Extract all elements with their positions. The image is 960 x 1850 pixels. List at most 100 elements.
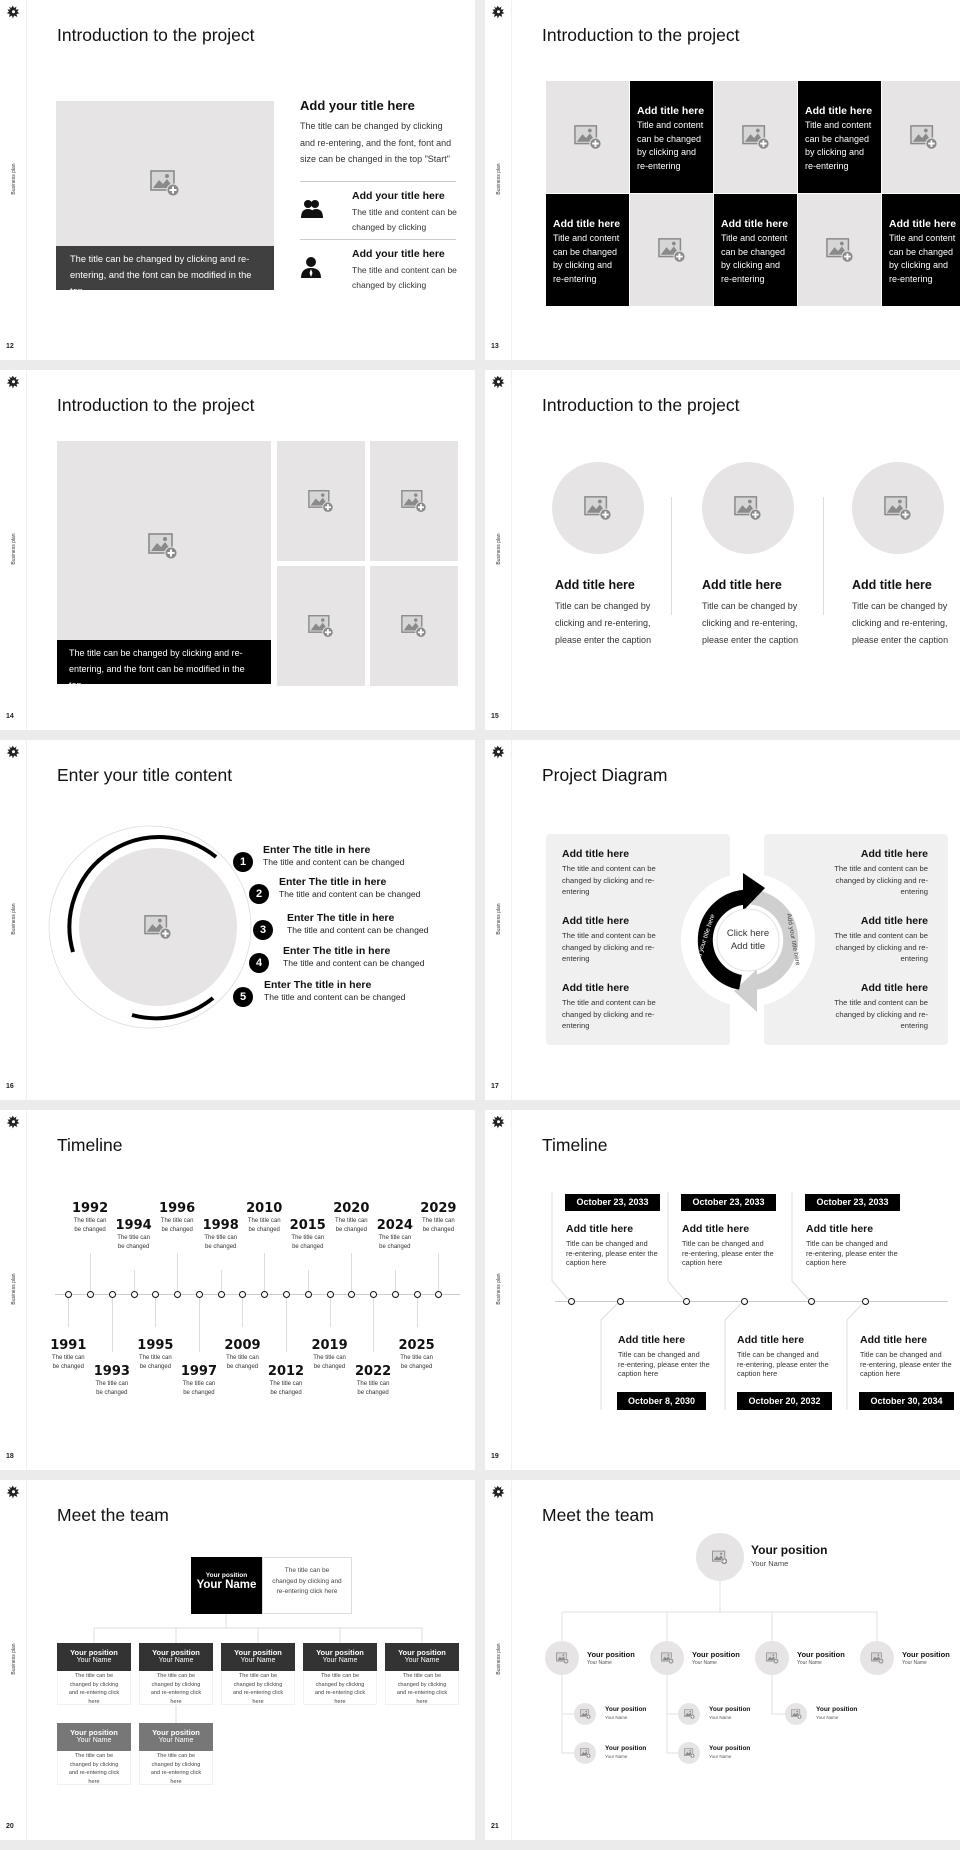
member-header[interactable]: Your position Your Name bbox=[139, 1643, 213, 1671]
slide-title[interactable]: Project Diagram bbox=[542, 765, 668, 785]
image-placeholder-icon[interactable] bbox=[871, 1652, 884, 1664]
text-tile[interactable]: Add title here Title and content can be c… bbox=[630, 81, 713, 193]
slide-13[interactable]: Business plan 13 Introduction to the proje… bbox=[485, 0, 960, 360]
text-tile[interactable]: Add title here Title and content can be c… bbox=[546, 194, 629, 306]
timeline-dot[interactable] bbox=[348, 1291, 356, 1298]
slide-title[interactable]: Timeline bbox=[542, 1135, 608, 1155]
slide-sidebar: Business plan 15 bbox=[485, 370, 512, 730]
date-badge: October 23, 2033 bbox=[805, 1194, 900, 1211]
slide-17[interactable]: Business plan 17 Project Diagram Click here… bbox=[485, 740, 960, 1100]
slide-20[interactable]: Business plan 20 Meet the team Your positio… bbox=[0, 1480, 475, 1840]
image-placeholder-icon[interactable] bbox=[791, 1709, 802, 1719]
text-tile[interactable]: Add title here Title and content can be c… bbox=[882, 194, 960, 306]
member-header[interactable]: Your position Your Name bbox=[57, 1643, 131, 1671]
event-year: 1996 bbox=[159, 1201, 196, 1216]
image-placeholder-icon[interactable] bbox=[734, 495, 762, 521]
timeline-dot[interactable] bbox=[130, 1291, 138, 1298]
image-placeholder-icon[interactable] bbox=[684, 1748, 695, 1758]
timeline-dot[interactable] bbox=[195, 1291, 203, 1298]
image-placeholder-icon[interactable] bbox=[766, 1652, 779, 1664]
date-badge: October 20, 2032 bbox=[737, 1392, 832, 1410]
image-placeholder-icon[interactable] bbox=[580, 1748, 591, 1758]
member-position: Your position bbox=[797, 1650, 845, 1659]
member-header[interactable]: Your position Your Name bbox=[139, 1723, 213, 1751]
slide-14[interactable]: Business plan 14 Introduction to the proje… bbox=[0, 370, 475, 730]
slide-title[interactable]: Introduction to the project bbox=[542, 395, 740, 415]
org-connectors bbox=[0, 1480, 475, 1840]
timeline-dot[interactable] bbox=[617, 1298, 624, 1305]
timeline-dot[interactable] bbox=[304, 1291, 312, 1298]
image-placeholder-icon[interactable] bbox=[150, 169, 180, 197]
member-position: Your position bbox=[816, 1706, 858, 1713]
timeline-dot[interactable] bbox=[370, 1291, 378, 1298]
image-placeholder-icon[interactable] bbox=[580, 1709, 591, 1719]
text-tile[interactable]: Add title here Title and content can be c… bbox=[798, 81, 881, 193]
image-placeholder-icon[interactable] bbox=[574, 124, 602, 150]
column-text: Title can be changed by clicking and re-… bbox=[852, 601, 949, 645]
slide-12[interactable]: Business plan 12 Introduction to the proje… bbox=[0, 0, 475, 360]
timeline-dot[interactable] bbox=[152, 1291, 160, 1298]
timeline-dot[interactable] bbox=[174, 1291, 182, 1298]
number-badge: 3 bbox=[253, 920, 273, 940]
member-header[interactable]: Your position Your Name bbox=[303, 1643, 377, 1671]
image-placeholder-icon[interactable] bbox=[401, 489, 427, 513]
slide-title[interactable]: Introduction to the project bbox=[57, 25, 255, 45]
image-placeholder-icon[interactable] bbox=[884, 495, 912, 521]
image-placeholder-icon[interactable] bbox=[401, 614, 427, 638]
image-placeholder-icon[interactable] bbox=[742, 124, 770, 150]
image-placeholder-icon[interactable] bbox=[684, 1709, 695, 1719]
timeline-dot[interactable] bbox=[239, 1291, 247, 1298]
image-placeholder-icon[interactable] bbox=[910, 124, 938, 150]
event-text: The title can be changed bbox=[139, 1355, 172, 1370]
slide-16[interactable]: Business plan 16 Enter your title content 1… bbox=[0, 740, 475, 1100]
image-placeholder-icon[interactable] bbox=[148, 532, 178, 560]
slide-title[interactable]: Meet the team bbox=[57, 1505, 169, 1525]
slide-18[interactable]: Business plan 18 Timeline 1991 The title can… bbox=[0, 1110, 475, 1470]
tile-text: Title and content can be changed by clic… bbox=[889, 233, 956, 284]
image-placeholder-icon[interactable] bbox=[661, 1652, 674, 1664]
slide-title[interactable]: Enter your title content bbox=[57, 765, 233, 785]
slide-title[interactable]: Introduction to the project bbox=[542, 25, 740, 45]
timeline-dot[interactable] bbox=[740, 1298, 748, 1305]
timeline-dot[interactable] bbox=[283, 1291, 290, 1298]
timeline-dot[interactable] bbox=[87, 1291, 95, 1298]
image-placeholder-icon[interactable] bbox=[712, 1550, 728, 1565]
member-position: Your position bbox=[692, 1650, 740, 1659]
slide-19[interactable]: Business plan 19 Timeline October 23, 2033 A… bbox=[485, 1110, 960, 1470]
timeline-dot[interactable] bbox=[65, 1291, 73, 1298]
member-header[interactable]: Your position Your Name bbox=[221, 1643, 295, 1671]
timeline-dot[interactable] bbox=[217, 1291, 225, 1298]
image-placeholder-icon[interactable] bbox=[556, 1652, 569, 1664]
timeline-dot[interactable] bbox=[326, 1291, 334, 1298]
slide-sidebar: Business plan 18 bbox=[0, 1110, 27, 1470]
timeline-dot[interactable] bbox=[413, 1291, 421, 1298]
member-header[interactable]: Your position Your Name bbox=[57, 1723, 131, 1751]
timeline-dot[interactable] bbox=[683, 1298, 691, 1305]
timeline-dot[interactable] bbox=[261, 1291, 269, 1298]
image-placeholder-icon[interactable] bbox=[308, 489, 334, 513]
member-header[interactable]: Your position Your Name bbox=[385, 1643, 459, 1671]
image-placeholder-icon[interactable] bbox=[826, 237, 854, 263]
slide-title[interactable]: Introduction to the project bbox=[57, 395, 255, 415]
slide-15[interactable]: Business plan 15 Introduction to the proje… bbox=[485, 370, 960, 730]
slide-title[interactable]: Meet the team bbox=[542, 1505, 654, 1525]
slide-title[interactable]: Timeline bbox=[57, 1135, 123, 1155]
lead-card[interactable]: Your position Your Name bbox=[191, 1557, 262, 1614]
section-body: The title can be changed by clicking and… bbox=[300, 121, 452, 165]
image-placeholder-icon[interactable] bbox=[308, 614, 334, 638]
timeline-dot[interactable] bbox=[808, 1298, 815, 1305]
text-tile[interactable]: Add title here Title and content can be c… bbox=[714, 194, 797, 306]
timeline-dot[interactable] bbox=[435, 1291, 443, 1298]
image-placeholder-icon[interactable] bbox=[144, 914, 172, 940]
timeline-dot[interactable] bbox=[391, 1291, 399, 1298]
timeline-dot[interactable] bbox=[862, 1298, 870, 1305]
image-placeholder-icon[interactable] bbox=[584, 495, 612, 521]
image-caption: The title can be changed by clicking and… bbox=[56, 246, 274, 296]
timeline-dot[interactable] bbox=[108, 1291, 116, 1298]
image-placeholder-icon[interactable] bbox=[658, 237, 686, 263]
timeline-dot[interactable] bbox=[567, 1298, 575, 1305]
member-text: The title can be changed by clicking and… bbox=[57, 1752, 131, 1785]
member-name: Your Name bbox=[158, 1657, 194, 1664]
slide-21[interactable]: Business plan 21 Meet the team Your positio… bbox=[485, 1480, 960, 1840]
center-label[interactable]: Click here Add title bbox=[718, 927, 778, 953]
